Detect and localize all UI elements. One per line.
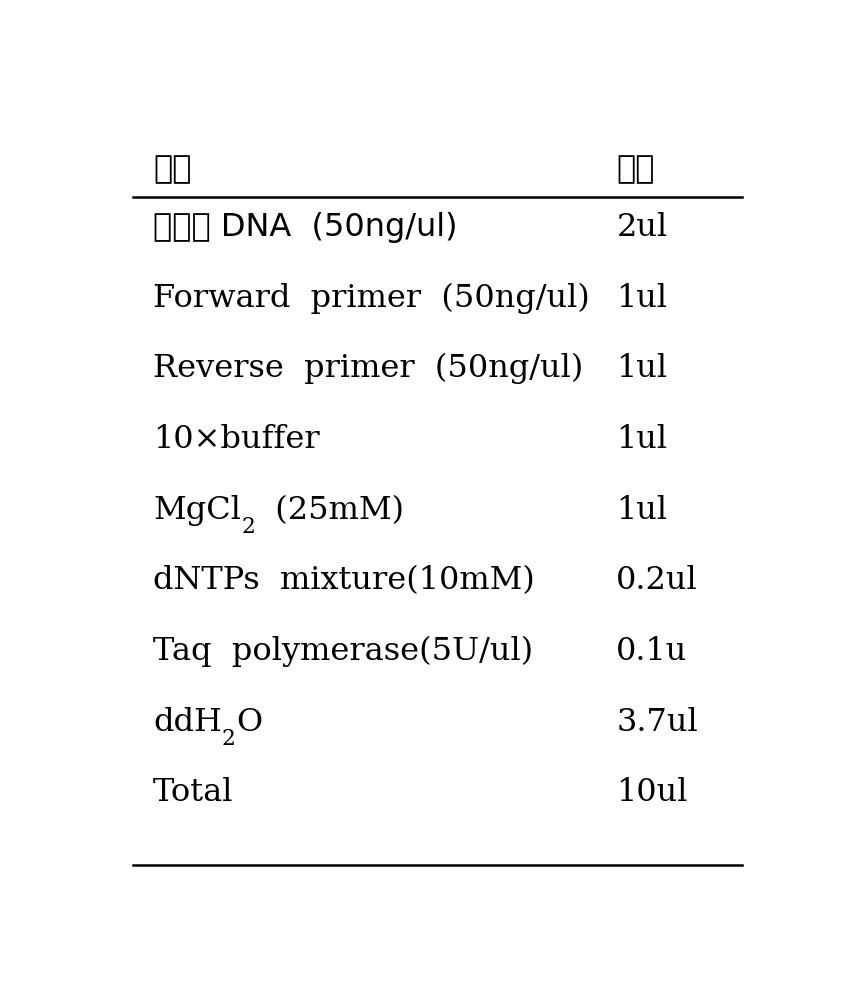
Text: MgCl: MgCl: [153, 495, 241, 526]
Text: 0.1u: 0.1u: [616, 636, 687, 667]
Text: 1ul: 1ul: [616, 282, 667, 313]
Text: ddH: ddH: [153, 707, 222, 738]
Text: O: O: [235, 707, 262, 738]
Text: dNTPs  mixture(10mM): dNTPs mixture(10mM): [153, 565, 534, 597]
Text: 2: 2: [222, 729, 235, 750]
Text: 10ul: 10ul: [616, 777, 687, 808]
Text: Taq  polymerase(5U/ul): Taq polymerase(5U/ul): [153, 636, 532, 667]
Text: 成份: 成份: [153, 155, 191, 186]
Text: 1ul: 1ul: [616, 495, 667, 526]
Text: 0.2ul: 0.2ul: [616, 565, 697, 597]
Text: Reverse  primer  (50ng/ul): Reverse primer (50ng/ul): [153, 353, 583, 384]
Text: 2ul: 2ul: [616, 212, 667, 243]
Text: Forward  primer  (50ng/ul): Forward primer (50ng/ul): [153, 282, 589, 313]
Text: 油菜总 DNA  (50ng/ul): 油菜总 DNA (50ng/ul): [153, 212, 457, 243]
Text: (25mM): (25mM): [255, 495, 403, 526]
Text: 3.7ul: 3.7ul: [616, 707, 697, 738]
Text: 体积: 体积: [616, 155, 654, 186]
Text: 2: 2: [241, 516, 255, 538]
Text: Total: Total: [153, 777, 234, 808]
Text: 1ul: 1ul: [616, 424, 667, 455]
Text: 1ul: 1ul: [616, 353, 667, 384]
Text: 10×buffer: 10×buffer: [153, 424, 319, 455]
